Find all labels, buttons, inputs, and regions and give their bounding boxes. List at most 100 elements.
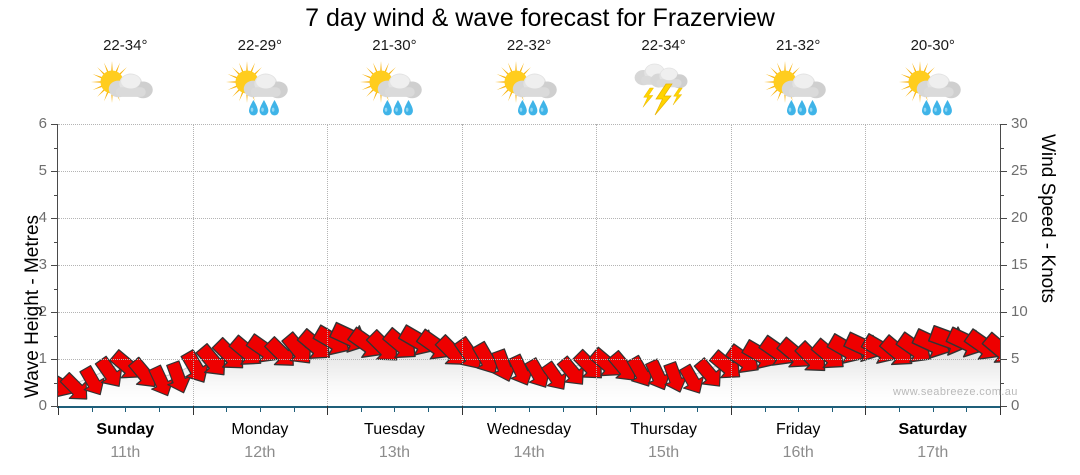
day-date-label: 13th (378, 444, 411, 461)
day-name-label: Saturday (898, 421, 967, 438)
right-axis-tick-label: 15 (1011, 256, 1028, 273)
day-boundary-gridline (596, 124, 598, 406)
day-footer-sunday: Sunday 11th (58, 414, 193, 470)
day-date-label: 12th (244, 444, 276, 461)
horizontal-gridline (58, 124, 1000, 125)
x-axis-tick (158, 406, 160, 412)
right-axis-tick (1000, 265, 1007, 266)
x-axis-tick (91, 406, 93, 412)
x-axis-tick (764, 406, 766, 412)
day-header-tuesday: 21-30° (327, 36, 462, 122)
day-name-label: Monday (231, 421, 289, 438)
sun-cloud-rain-icon (898, 61, 961, 116)
day-header-friday: 21-32° (731, 36, 866, 122)
right-axis-tick-label: 0 (1011, 397, 1020, 414)
day-separator-tick (730, 406, 732, 415)
right-axis-tick-label: 10 (1011, 303, 1028, 320)
right-axis-tick (1000, 124, 1007, 125)
right-axis-tick (1000, 406, 1007, 407)
day-boundary-gridline (865, 124, 867, 406)
left-axis-tick (51, 312, 58, 313)
right-axis-minor-tick (1000, 241, 1004, 243)
left-axis-tick (51, 359, 58, 360)
day-header-thursday: 22-34° (596, 36, 731, 122)
left-axis-tick (51, 265, 58, 266)
left-axis-minor-tick (54, 147, 58, 149)
x-axis-tick (562, 406, 564, 412)
day-temperature-range: 22-34° (103, 37, 148, 54)
wind-arrow (693, 357, 722, 387)
day-footer-saturday: Saturday 17th (865, 414, 1000, 470)
thunderstorm-icon (634, 63, 688, 116)
x-axis-tick (899, 406, 901, 412)
x-axis-tick (428, 406, 430, 412)
left-axis-tick (51, 218, 58, 219)
day-separator-tick (58, 406, 59, 415)
left-axis-tick-label: 1 (38, 350, 47, 367)
left-axis-title: Wave Height - Metres (22, 214, 43, 398)
horizontal-gridline (58, 312, 1000, 313)
day-name-label: Sunday (96, 421, 155, 438)
horizontal-gridline (58, 171, 1000, 172)
forecast-plot-svg (58, 321, 1000, 406)
day-temperature-range: 21-30° (372, 37, 417, 54)
left-axis-minor-tick (54, 382, 58, 384)
day-date-label: 14th (513, 444, 545, 461)
right-axis-minor-tick (1000, 335, 1004, 337)
wind-arrow (678, 363, 704, 394)
day-footer-strip: Sunday 11th Monday 12th Tuesday 13th Wednesday… (58, 414, 1000, 470)
x-axis-tick (529, 406, 530, 412)
x-axis-tick (831, 406, 833, 412)
day-header-wednesday: 22-32° (462, 36, 597, 122)
wind-arrow (981, 331, 1000, 363)
day-header-saturday: 20-30° (865, 36, 1000, 122)
left-axis-minor-tick (54, 335, 58, 337)
x-axis-tick (293, 406, 295, 412)
wind-arrow (663, 361, 688, 393)
x-axis-tick (932, 406, 934, 412)
day-date-label: 17th (917, 444, 949, 461)
day-boundary-gridline (461, 124, 463, 406)
right-axis-minor-tick (1000, 194, 1004, 196)
right-axis-tick (1000, 171, 1007, 172)
sun-cloud-icon (91, 61, 154, 103)
wind-arrow (94, 355, 123, 387)
right-axis-tick-label: 30 (1011, 115, 1028, 132)
x-axis-tick (966, 406, 968, 412)
left-axis-tick-label: 2 (38, 303, 47, 320)
day-name-label: Tuesday (364, 421, 425, 438)
left-axis-tick (51, 124, 58, 125)
sun-cloud-rain-icon (495, 61, 557, 116)
left-axis-tick (51, 406, 58, 407)
day-separator-tick (192, 406, 194, 415)
day-boundary-gridline (730, 124, 732, 406)
plot-area: 0 1 2 3 4 5 6 0 5 10 15 20 25 30 (39, 116, 1028, 415)
horizontal-gridline (58, 218, 1000, 219)
attribution-watermark: www.seabreeze.com.au (893, 386, 1018, 398)
day-header-monday: 22-29° (193, 36, 328, 122)
day-header-sunday: 22-34° (58, 36, 193, 122)
day-temperature-range: 20-30° (910, 37, 955, 54)
x-axis-tick (259, 406, 261, 412)
left-axis-minor-tick (54, 288, 58, 290)
right-axis-tick-label: 20 (1011, 209, 1028, 226)
day-footer-tuesday: Tuesday 13th (327, 414, 462, 470)
day-name-label: Friday (775, 421, 821, 438)
x-axis-tick (663, 406, 665, 412)
day-boundary-gridline (327, 124, 329, 406)
page-title: 7 day wind & wave forecast for Frazervie… (305, 4, 775, 32)
wind-arrow (59, 371, 88, 400)
wind-arrow (556, 355, 584, 385)
left-axis-tick-label: 0 (38, 397, 47, 414)
x-axis-tick (798, 406, 800, 412)
day-date-label: 11th (110, 444, 141, 461)
day-footer-thursday: Thursday 15th (596, 414, 731, 470)
x-axis-tick (125, 406, 127, 412)
left-axis-minor-tick (54, 194, 58, 196)
left-axis-minor-tick (54, 241, 58, 243)
x-axis-tick (495, 406, 497, 412)
right-axis-tick (1000, 312, 1007, 313)
wind-arrow (79, 365, 105, 396)
left-axis-tick-label: 3 (38, 256, 47, 273)
